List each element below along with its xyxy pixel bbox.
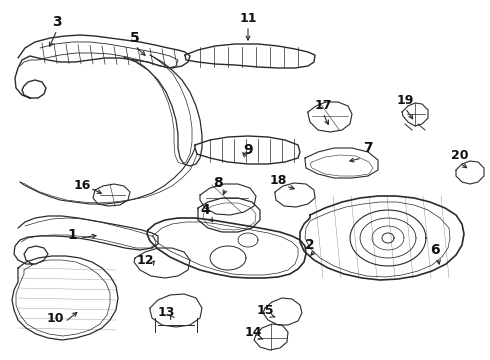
Text: 15: 15 xyxy=(256,303,274,316)
Text: 16: 16 xyxy=(74,179,91,192)
Text: 14: 14 xyxy=(244,325,262,338)
Text: 18: 18 xyxy=(270,174,287,186)
Text: 6: 6 xyxy=(430,243,440,257)
Text: 20: 20 xyxy=(451,149,469,162)
Text: 2: 2 xyxy=(305,238,315,252)
Text: 12: 12 xyxy=(136,253,154,266)
Text: 1: 1 xyxy=(67,228,77,242)
Text: 3: 3 xyxy=(52,15,62,29)
Text: 5: 5 xyxy=(130,31,140,45)
Text: 8: 8 xyxy=(213,176,223,190)
Text: 11: 11 xyxy=(239,12,257,24)
Text: 13: 13 xyxy=(157,306,175,319)
Text: 7: 7 xyxy=(363,141,373,155)
Text: 9: 9 xyxy=(243,143,253,157)
Text: 10: 10 xyxy=(46,311,64,324)
Text: 17: 17 xyxy=(314,99,332,112)
Text: 19: 19 xyxy=(396,94,414,107)
Text: 4: 4 xyxy=(200,203,210,217)
